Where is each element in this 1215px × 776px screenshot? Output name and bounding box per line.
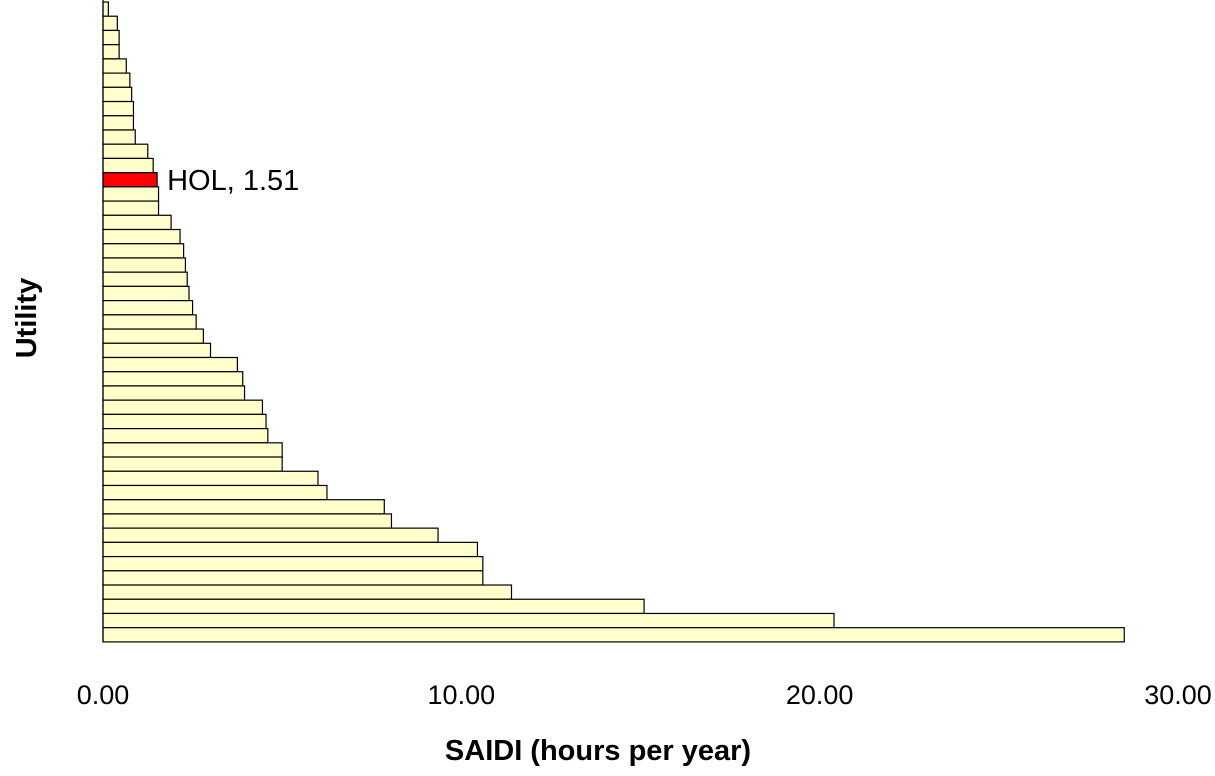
bar — [102, 314, 197, 330]
bar — [102, 499, 385, 515]
bar — [102, 29, 120, 46]
x-axis-title: SAIDI (hours per year) — [445, 735, 751, 767]
bar — [102, 612, 835, 629]
bar — [102, 129, 136, 145]
bar — [102, 555, 484, 572]
bar — [102, 570, 484, 586]
bar — [102, 598, 645, 615]
bars-group — [102, 1, 1125, 643]
bar — [102, 100, 135, 117]
bar — [102, 470, 319, 487]
bar — [102, 157, 154, 174]
x-tick-label: 30.00 — [1144, 680, 1212, 710]
x-tick-labels: 0.00 10.00 20.00 30.00 — [77, 680, 1212, 710]
bar — [102, 86, 133, 103]
bar — [102, 58, 127, 74]
bar — [102, 143, 149, 160]
bar — [102, 328, 204, 344]
bar — [102, 442, 283, 458]
bar — [102, 271, 188, 287]
bar — [102, 1, 109, 17]
bar — [102, 527, 439, 543]
bar — [102, 371, 244, 387]
highlight-annotation: HOL, 1.51 — [167, 165, 299, 197]
bar — [102, 541, 479, 558]
bar — [102, 413, 267, 430]
bar — [102, 186, 160, 202]
bar-highlighted — [102, 172, 158, 188]
bar — [102, 342, 212, 359]
bar — [102, 285, 190, 302]
bar — [102, 44, 120, 60]
bar — [102, 15, 118, 32]
bar — [102, 300, 194, 316]
bar — [102, 72, 131, 88]
bar — [102, 584, 513, 600]
bar — [102, 484, 328, 501]
bar — [102, 228, 181, 245]
bar — [102, 257, 187, 273]
bar — [102, 115, 135, 131]
bar — [102, 399, 264, 415]
bar — [102, 385, 246, 401]
x-tick-label: 0.00 — [77, 680, 130, 710]
x-tick-label: 10.00 — [428, 680, 496, 710]
y-axis-title: Utility — [11, 278, 43, 359]
bar — [102, 456, 283, 472]
bar — [102, 627, 1125, 643]
bar — [102, 428, 269, 444]
bar — [102, 356, 238, 373]
bar — [102, 214, 172, 231]
x-tick-label: 20.00 — [786, 680, 854, 710]
bar — [102, 243, 185, 259]
bar — [102, 200, 160, 216]
bar — [102, 513, 393, 529]
